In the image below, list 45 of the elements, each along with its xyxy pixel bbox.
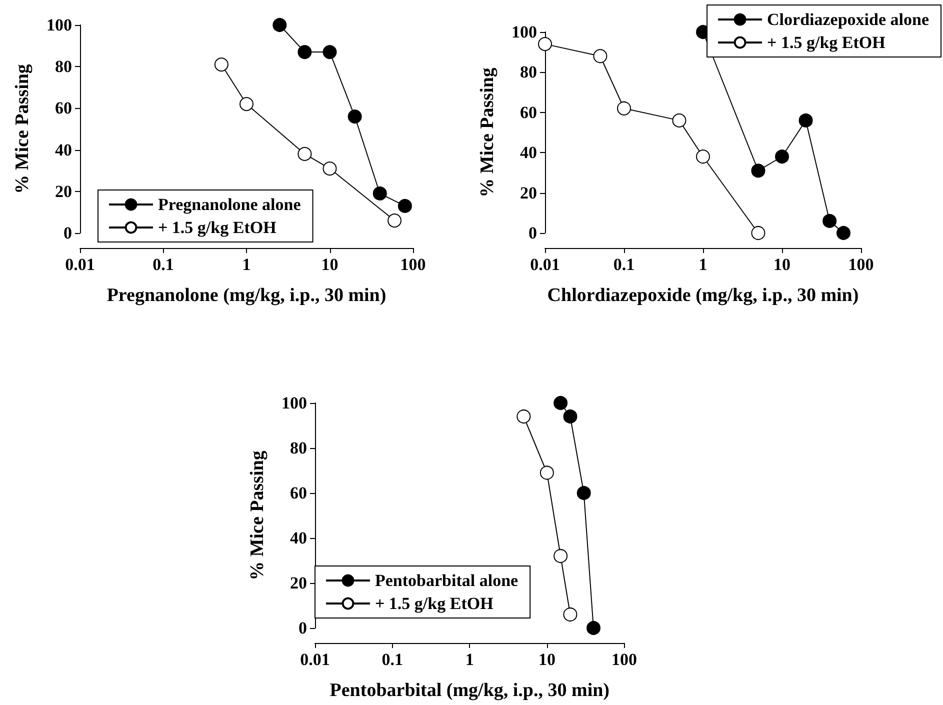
x-tick-label: 0.01: [65, 255, 95, 274]
y-tick-label: 40: [520, 143, 537, 162]
x-tick-label: 100: [848, 255, 874, 274]
x-axis-title: Pregnanolone (mg/kg, i.p., 30 min): [106, 285, 386, 306]
x-tick-label: 0.1: [152, 255, 174, 274]
y-tick-label: 100: [46, 16, 72, 34]
legend-label: + 1.5 g/kg EtOH: [158, 218, 276, 237]
y-tick-label: 0: [528, 224, 537, 242]
x-tick-label: 10: [538, 650, 556, 669]
x-tick-label: 1: [465, 650, 474, 669]
legend-label: + 1.5 g/kg EtOH: [375, 594, 494, 613]
y-tick-label: 40: [290, 528, 307, 548]
y-tick-label: 20: [290, 574, 307, 592]
x-tick-label: 10: [774, 255, 790, 274]
y-axis-title: % Mice Passing: [477, 67, 498, 198]
x-tick-label: 0.01: [300, 650, 330, 669]
y-tick-label: 80: [290, 438, 307, 458]
y-tick-label: 80: [520, 62, 537, 82]
y-tick-label: 80: [55, 57, 72, 76]
x-tick-label: 0.1: [382, 650, 403, 669]
y-tick-label: 20: [55, 182, 72, 201]
x-tick-label: 0.01: [530, 255, 560, 274]
y-tick-label: 60: [520, 102, 537, 122]
x-tick-label: 0.1: [613, 255, 635, 274]
y-tick-label: 100: [512, 22, 537, 42]
legend-label: + 1.5 g/kg EtOH: [767, 33, 886, 52]
x-tick-label: 10: [321, 255, 338, 274]
y-tick-label: 20: [520, 183, 537, 202]
legend-label: Clordiazepoxide alone: [767, 10, 930, 29]
x-tick-label: 1: [698, 255, 708, 274]
x-tick-label: 100: [612, 650, 637, 669]
y-tick-label: 60: [290, 484, 307, 502]
y-tick-label: 100: [282, 394, 307, 412]
x-tick-label: 100: [400, 255, 426, 274]
y-tick-label: 0: [64, 224, 72, 242]
legend-label: Pregnanolone alone: [158, 195, 302, 214]
y-tick-label: 40: [55, 140, 72, 160]
y-axis-title: % Mice Passing: [12, 64, 33, 194]
x-axis-title: Chlordiazepoxide (mg/kg, i.p., 30 min): [547, 285, 859, 306]
x-axis-title: Pentobarbital (mg/kg, i.p., 30 min): [330, 680, 610, 701]
y-tick-label: 60: [55, 98, 72, 118]
legend-label: Pentobarbital alone: [375, 571, 519, 590]
y-tick-label: 0: [298, 618, 307, 638]
y-axis-title: % Mice Passing: [247, 450, 268, 580]
x-tick-label: 1: [242, 255, 251, 274]
